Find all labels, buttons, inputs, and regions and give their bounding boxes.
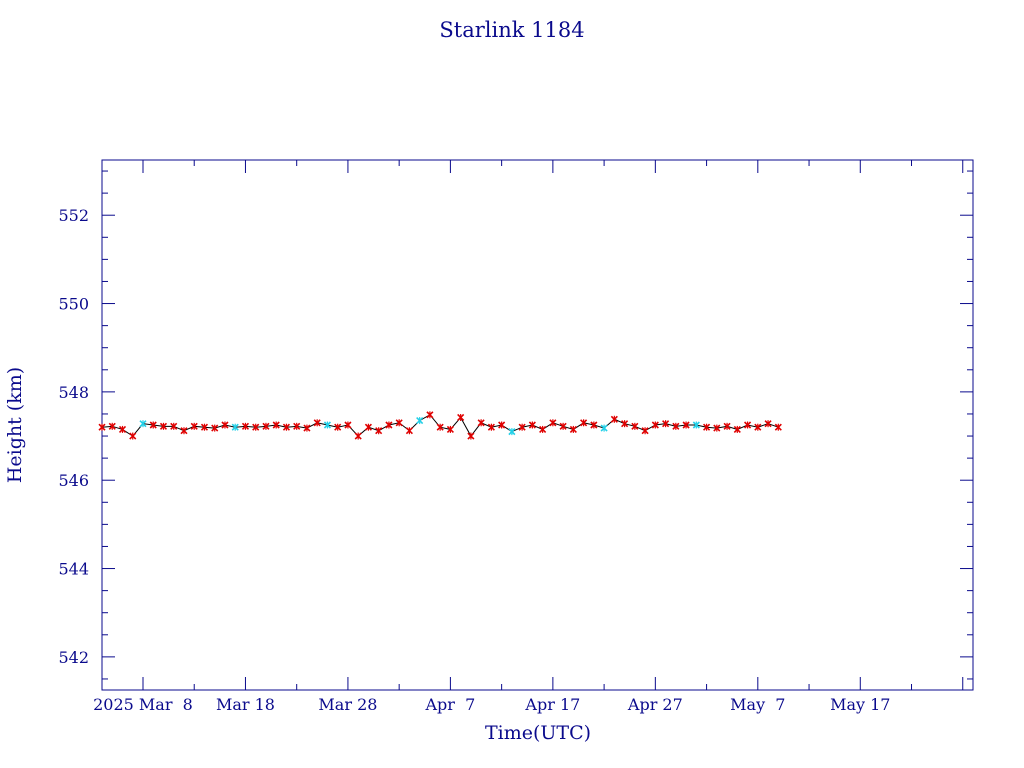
x-tick-label: May 7 — [730, 695, 785, 714]
y-axis-ticks: 542 544 546 548 550 552 — [58, 170, 973, 680]
data-point — [139, 420, 147, 428]
data-point — [764, 420, 772, 428]
data-point — [293, 422, 301, 430]
data-point — [528, 421, 536, 429]
data-point — [487, 423, 495, 431]
data-point — [508, 428, 516, 436]
data-point — [631, 422, 639, 430]
data-point — [426, 411, 434, 419]
data-point — [549, 419, 557, 427]
data-point — [621, 420, 629, 428]
data-point — [580, 419, 588, 427]
y-tick-label: 552 — [58, 206, 89, 225]
data-point — [200, 423, 209, 431]
data-point — [416, 417, 424, 425]
data-point — [590, 421, 598, 429]
data-point — [262, 422, 270, 430]
y-tick-label: 546 — [58, 471, 89, 490]
data-point — [498, 421, 506, 429]
y-axis-label: Height (km) — [4, 367, 26, 483]
data-point — [539, 425, 547, 433]
data-point — [743, 421, 752, 429]
x-axis-label: Time(UTC) — [485, 722, 591, 744]
data-point — [221, 421, 229, 429]
data-point — [446, 425, 454, 433]
data-point — [375, 427, 383, 435]
chart-title: Starlink 1184 — [439, 18, 584, 42]
data-point — [682, 421, 690, 429]
data-point — [723, 422, 731, 430]
data-point — [713, 424, 721, 432]
data-point — [569, 425, 577, 433]
data-point — [303, 424, 311, 432]
data-point — [272, 421, 280, 429]
x-tick-label: Mar 18 — [216, 695, 275, 714]
y-tick-label: 544 — [58, 560, 89, 579]
data-point — [477, 419, 485, 427]
data-point — [672, 422, 680, 430]
data-point — [241, 422, 250, 430]
data-point — [662, 420, 670, 428]
data-point — [334, 423, 342, 431]
data-point — [354, 432, 362, 440]
data-point — [118, 425, 127, 433]
data-point — [313, 419, 321, 427]
data-point — [231, 423, 239, 431]
data-point — [149, 421, 157, 429]
y-tick-label: 548 — [58, 383, 89, 402]
data-point — [344, 421, 352, 429]
data-point — [692, 421, 700, 429]
x-tick-label: Apr 7 — [425, 695, 476, 714]
data-point — [559, 422, 567, 430]
data-point — [108, 422, 116, 430]
series-1 — [98, 411, 782, 440]
data-point — [180, 427, 188, 435]
data-point — [518, 423, 526, 431]
data-point — [170, 422, 178, 430]
data-point — [703, 423, 711, 431]
data-point — [323, 421, 332, 429]
data-point — [457, 413, 465, 422]
data-point — [467, 432, 475, 440]
x-tick-label: Apr 27 — [627, 695, 683, 714]
data-point — [129, 432, 137, 440]
data-point — [774, 423, 782, 431]
data-point — [641, 427, 649, 435]
data-point — [733, 425, 741, 433]
data-point — [651, 421, 659, 429]
data-point — [252, 423, 260, 431]
data-point — [436, 423, 444, 431]
data-point — [211, 424, 219, 432]
data-point — [610, 415, 618, 423]
y-tick-label: 550 — [58, 295, 89, 314]
data-point — [395, 419, 403, 427]
data-point — [754, 423, 762, 431]
x-tick-label: Apr 17 — [524, 695, 580, 714]
data-point — [282, 423, 291, 431]
x-tick-label: May 17 — [830, 695, 890, 714]
x-axis-ticks: 2025 Mar 8 Mar 18 Mar 28 Apr 7 Apr 17 Apr 27 M… — [93, 160, 964, 714]
data-point — [405, 427, 413, 435]
x-tick-label: Mar 28 — [318, 695, 377, 714]
data-point — [98, 423, 106, 431]
x-tick-label: 2025 Mar 8 — [93, 695, 193, 714]
data-point — [385, 421, 393, 429]
y-tick-label: 542 — [58, 648, 89, 667]
data-point — [190, 422, 198, 430]
data-point — [364, 423, 372, 431]
data-point — [600, 424, 608, 432]
data-point — [159, 422, 168, 430]
